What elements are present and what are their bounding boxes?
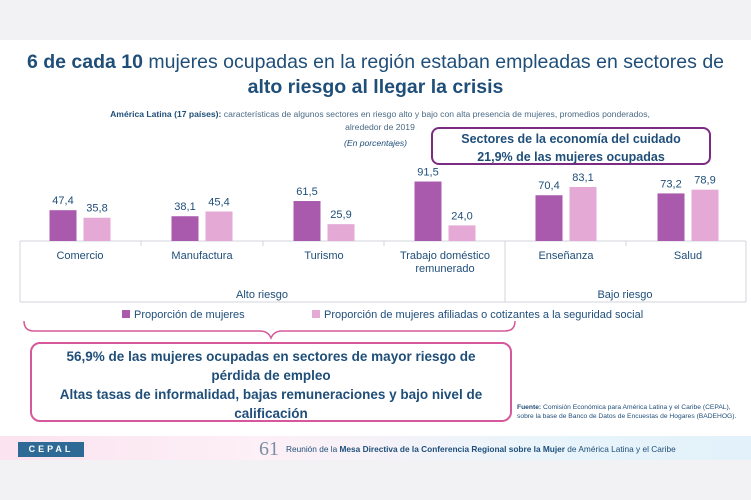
footer-text: Reunión de la Mesa Directiva de la Confe… xyxy=(286,444,676,454)
category-label: Manufactura xyxy=(171,250,233,262)
title-text-1: mujeres ocupadas en la región estaban em… xyxy=(142,51,725,73)
chart-frame xyxy=(19,240,747,303)
data-label: 24,0 xyxy=(451,210,472,222)
risk-callout-line4: calificación xyxy=(234,406,308,421)
high-risk-callout: 56,9% de las mujeres ocupadas en sectore… xyxy=(30,342,512,422)
subtitle-region: América Latina (17 países): xyxy=(110,109,222,119)
data-label: 25,9 xyxy=(330,209,351,221)
bar-affiliated-2 xyxy=(205,211,233,241)
footer-band xyxy=(0,436,751,460)
source-note: Fuente: Comisión Económica para América … xyxy=(517,403,745,421)
data-label: 35,8 xyxy=(86,203,107,215)
footer-text-2: de América Latina y el Caribe xyxy=(565,444,676,454)
group-label: Bajo riesgo xyxy=(597,289,652,301)
cepal-logo: CEPAL xyxy=(18,442,84,457)
source-label: Fuente: xyxy=(517,404,542,411)
bar-affiliated-1 xyxy=(83,217,111,241)
data-label: 73,2 xyxy=(660,178,681,190)
risk-callout-line3: Altas tasas de informalidad, bajas remun… xyxy=(59,387,483,402)
category-label: Enseñanza xyxy=(538,250,594,262)
data-label: 91,5 xyxy=(417,167,438,179)
bar-affiliated-6 xyxy=(691,189,719,241)
chart-labels: 47,4 35,8 Comercio 38,1 45,4 Manufactura 61,5 2… xyxy=(52,167,715,301)
source-text: Comisión Económica para América Latina y… xyxy=(517,404,737,420)
data-label: 47,4 xyxy=(52,195,73,207)
bar-affiliated-4 xyxy=(448,225,476,241)
care-economy-callout: Sectores de la economía del cuidado 21,9… xyxy=(431,127,711,165)
chart-bars xyxy=(49,181,719,241)
category-label: Comercio xyxy=(56,250,103,262)
data-label: 83,1 xyxy=(572,172,593,184)
data-label: 45,4 xyxy=(208,196,229,208)
slide-title: 6 de cada 10 mujeres ocupadas en la regi… xyxy=(0,50,751,100)
legend-swatch-women xyxy=(122,310,130,318)
bar-women-2 xyxy=(171,216,199,241)
meeting-number: 61 xyxy=(259,438,279,460)
bar-women-4 xyxy=(414,181,442,241)
top-bar xyxy=(0,0,751,40)
bar-women-5 xyxy=(535,195,563,241)
category-label: remunerado xyxy=(415,263,474,275)
chart-units: (En porcentajes) xyxy=(343,138,408,148)
footer-text-1: Reunión de la xyxy=(286,444,340,454)
category-label: Salud xyxy=(674,250,702,262)
care-callout-line2: 21,9% de las mujeres ocupadas xyxy=(477,150,665,164)
category-label: Trabajo doméstico xyxy=(400,250,490,262)
footer-text-bold: Mesa Directiva de la Conferencia Regiona… xyxy=(339,444,565,454)
bar-women-3 xyxy=(293,201,321,241)
chart-subtitle: América Latina (17 países): característi… xyxy=(40,108,720,134)
alto-riesgo-brace xyxy=(23,320,516,340)
risk-callout-line1: 56,9% de las mujeres ocupadas en sectore… xyxy=(66,349,476,364)
bottom-bar xyxy=(0,460,751,500)
subtitle-year: alrededor de 2019 xyxy=(345,122,415,132)
care-callout-line1: Sectores de la economía del cuidado xyxy=(461,132,681,146)
legend-label-affiliated: Proporción de mujeres afiliadas o cotiza… xyxy=(324,309,643,321)
legend-label-women: Proporción de mujeres xyxy=(134,309,245,321)
data-label: 78,9 xyxy=(694,175,715,187)
risk-callout-line2: pérdida de empleo xyxy=(211,368,331,383)
bar-affiliated-5 xyxy=(569,186,597,241)
chart-legend: Proporción de mujeres Proporción de mujer… xyxy=(122,309,643,321)
bar-women-1 xyxy=(49,210,77,241)
group-label: Alto riesgo xyxy=(236,289,288,301)
category-label: Turismo xyxy=(304,250,343,262)
bar-women-6 xyxy=(657,193,685,241)
legend-swatch-affiliated xyxy=(312,310,320,318)
title-bold-1: 6 de cada 10 xyxy=(26,51,143,73)
data-label: 70,4 xyxy=(538,180,559,192)
data-label: 38,1 xyxy=(174,201,195,213)
bar-affiliated-3 xyxy=(327,224,355,241)
title-bold-2: alto riesgo al llegar la crisis xyxy=(247,76,504,98)
data-label: 61,5 xyxy=(296,186,317,198)
subtitle-text: características de algunos sectores en r… xyxy=(221,109,650,119)
